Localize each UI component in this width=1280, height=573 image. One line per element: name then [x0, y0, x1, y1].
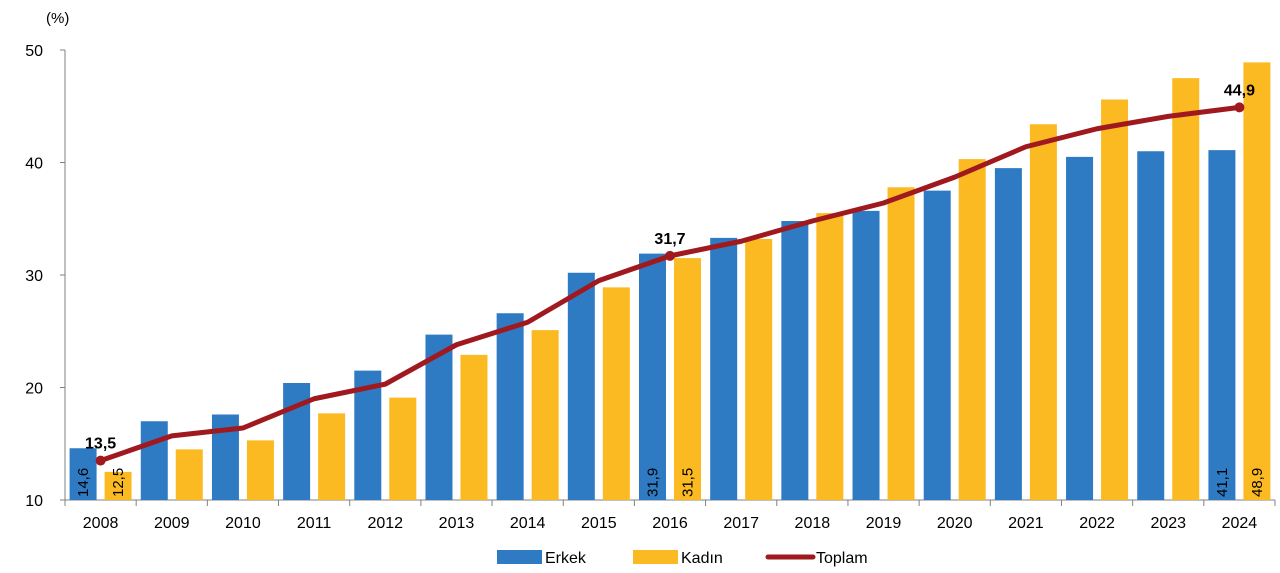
bar-erkek-2016 — [639, 253, 666, 500]
line-point-2020 — [953, 175, 957, 179]
line-point-2015 — [597, 279, 601, 283]
bar-erkek-2017 — [710, 237, 738, 500]
bar-erkek-2022 — [1066, 156, 1094, 500]
line-marker — [95, 455, 106, 466]
x-tick-label: 2009 — [154, 515, 190, 532]
bar-erkek-2018 — [781, 221, 809, 500]
x-tick-label: 2020 — [937, 515, 973, 532]
point-data-label: 13,5 — [85, 436, 116, 453]
bar-data-label: 14,6 — [75, 468, 92, 497]
bar-kadn-2017 — [745, 239, 773, 500]
bar-kadn-2011 — [318, 413, 346, 500]
x-tick-label: 2013 — [439, 515, 475, 532]
x-tick-label: 2019 — [866, 515, 902, 532]
x-tick-label: 2021 — [1008, 515, 1044, 532]
x-tick-label: 2012 — [367, 515, 403, 532]
bar-erkek-2024 — [1208, 150, 1236, 500]
bar-data-label: 31,9 — [645, 468, 662, 497]
x-tick-label: 2014 — [510, 515, 546, 532]
line-point-2018 — [810, 219, 814, 223]
line-point-2021 — [1024, 145, 1028, 149]
y-tick-label: 50 — [25, 43, 43, 60]
line-point-2010 — [241, 426, 245, 430]
bar-kadn-2010 — [246, 440, 274, 500]
x-tick-label: 2024 — [1222, 515, 1258, 532]
point-data-label: 31,7 — [654, 231, 685, 248]
x-tick-label: 2015 — [581, 515, 617, 532]
line-point-2023 — [1166, 114, 1170, 118]
line-marker — [1234, 102, 1245, 113]
y-tick-label: 40 — [25, 156, 43, 173]
data-labels: 13,5 31,7 44,9 14,6 12,5 31,9 31,5 41,1 48,9 — [75, 82, 1266, 497]
bar-erkek-2019 — [852, 210, 880, 500]
y-tick-label: 20 — [25, 381, 43, 398]
x-tick-label: 2010 — [225, 515, 261, 532]
bar-erkek-2015 — [567, 272, 595, 500]
bar-kadn-2019 — [887, 187, 915, 500]
y-tick-label: 30 — [25, 268, 43, 285]
bar-kadn-2014 — [531, 330, 559, 500]
bar-erkek-2023 — [1137, 151, 1165, 500]
legend-swatch-kadn — [633, 550, 678, 564]
bar-erkek-2021 — [994, 168, 1022, 500]
x-tick-label: 2016 — [652, 515, 688, 532]
legend-label: Kadın — [681, 550, 723, 567]
x-tick-label: 2008 — [83, 515, 119, 532]
bar-erkek-2008 — [69, 448, 97, 500]
bar-kadn-2009 — [175, 449, 203, 500]
line-point-2014 — [526, 320, 530, 324]
legend: Erkek Kadın Toplam — [497, 550, 868, 567]
bar-erkek-2009 — [140, 421, 168, 500]
legend-label: Erkek — [545, 550, 587, 567]
line-point-2013 — [454, 343, 458, 347]
line-point-2011 — [312, 397, 316, 401]
line-marker — [665, 250, 675, 261]
line-point-2009 — [170, 434, 174, 438]
line-point-2019 — [882, 201, 886, 205]
y-unit-label: (%) — [46, 10, 69, 27]
bar-data-label: 31,5 — [680, 468, 697, 497]
bar-data-label: 41,1 — [1214, 468, 1231, 497]
legend-label: Toplam — [816, 550, 868, 567]
bar-kadn-2015 — [602, 287, 630, 500]
bar-erkek-2012 — [354, 370, 382, 500]
bar-data-label: 48,9 — [1249, 468, 1266, 497]
x-tick-label: 2023 — [1150, 515, 1186, 532]
bar-erkek-2020 — [923, 190, 951, 500]
y-tick-label: 10 — [25, 493, 43, 510]
line-point-2012 — [383, 382, 387, 386]
line-point-2022 — [1095, 127, 1099, 131]
x-tick-label: 2018 — [795, 515, 831, 532]
bars — [69, 62, 1271, 500]
bar-kadn-2024 — [1243, 62, 1271, 500]
point-data-label: 44,9 — [1224, 82, 1255, 99]
bar-kadn-2021 — [1029, 124, 1057, 500]
bar-kadn-2016 — [674, 258, 701, 500]
bar-kadn-2023 — [1172, 78, 1200, 500]
x-tick-label: 2022 — [1079, 515, 1115, 532]
bar-kadn-2008 — [104, 471, 132, 500]
bar-kadn-2012 — [389, 397, 417, 500]
x-tick-label: 2017 — [723, 515, 759, 532]
bar-kadn-2013 — [460, 354, 488, 500]
bar-kadn-2022 — [1101, 99, 1129, 500]
line-point-2017 — [739, 239, 743, 243]
bar-erkek-2014 — [496, 313, 524, 500]
bar-data-label: 12,5 — [110, 468, 127, 497]
legend-swatch-erkek — [497, 550, 542, 564]
axes: 10 20 30 40 50 2008 2009 2010 2011 2012 2013 2014 20… — [25, 43, 1276, 532]
bar-kadn-2020 — [958, 159, 986, 500]
x-tick-label: 2011 — [297, 515, 332, 532]
bar-kadn-2018 — [816, 213, 844, 500]
